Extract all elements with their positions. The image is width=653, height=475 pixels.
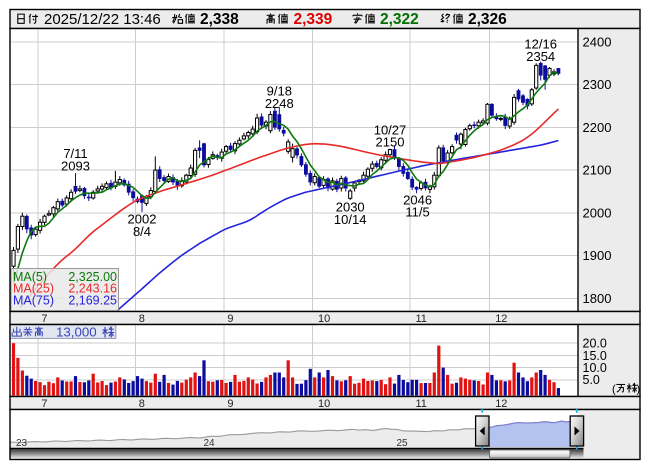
svg-text:2030: 2030 — [336, 200, 365, 215]
svg-text:MA(75): MA(75) — [13, 293, 54, 307]
svg-text:2100: 2100 — [583, 163, 612, 178]
svg-text:9/18: 9/18 — [267, 84, 292, 99]
svg-text:2,326: 2,326 — [468, 11, 507, 28]
svg-text:10/14: 10/14 — [334, 212, 367, 227]
svg-text:8/4: 8/4 — [133, 224, 151, 239]
svg-text:7: 7 — [41, 398, 47, 410]
svg-text:15.0: 15.0 — [583, 349, 607, 363]
svg-text:2,169.25: 2,169.25 — [68, 293, 117, 307]
svg-text:12/16: 12/16 — [524, 37, 557, 52]
svg-text:2002: 2002 — [128, 212, 157, 227]
svg-text:2,338: 2,338 — [200, 11, 239, 28]
svg-text:): ) — [637, 384, 641, 396]
svg-text:20.0: 20.0 — [583, 337, 607, 351]
svg-text:2150: 2150 — [376, 135, 405, 150]
svg-text:24: 24 — [204, 438, 216, 449]
svg-text:25: 25 — [397, 438, 409, 449]
svg-text:2248: 2248 — [265, 96, 294, 111]
svg-text:23: 23 — [16, 438, 28, 449]
svg-text:2200: 2200 — [583, 120, 612, 135]
svg-text:2,339: 2,339 — [294, 11, 333, 28]
svg-text:2354: 2354 — [526, 49, 555, 64]
svg-text:2300: 2300 — [583, 77, 612, 92]
svg-text:11: 11 — [416, 313, 427, 325]
svg-text:10: 10 — [318, 398, 330, 410]
svg-text:13,000: 13,000 — [56, 325, 97, 340]
svg-text:2093: 2093 — [61, 158, 90, 173]
svg-text:2,243.16: 2,243.16 — [68, 282, 117, 296]
svg-text:2,325.00: 2,325.00 — [68, 270, 117, 284]
svg-text:(: ( — [612, 384, 616, 396]
svg-text:MA(25): MA(25) — [13, 282, 54, 296]
svg-text:10/27: 10/27 — [374, 122, 407, 137]
svg-text:7/11: 7/11 — [63, 146, 87, 161]
svg-text:10: 10 — [318, 313, 330, 325]
svg-text:8: 8 — [139, 398, 145, 410]
svg-text:11/5: 11/5 — [405, 205, 429, 220]
svg-text:2000: 2000 — [583, 205, 612, 220]
svg-text:MA(5): MA(5) — [13, 270, 47, 284]
svg-text:1800: 1800 — [583, 291, 612, 306]
svg-text:9: 9 — [227, 313, 233, 325]
svg-text:8: 8 — [139, 313, 145, 325]
svg-text:2,322: 2,322 — [380, 11, 419, 28]
svg-text:7: 7 — [41, 313, 47, 325]
svg-text:2025/12/22 13:46: 2025/12/22 13:46 — [44, 11, 161, 28]
svg-text:5.0: 5.0 — [583, 373, 600, 387]
svg-text:9: 9 — [227, 398, 233, 410]
svg-text:11: 11 — [416, 398, 427, 410]
svg-text:1900: 1900 — [583, 248, 612, 263]
svg-text:2046: 2046 — [403, 192, 432, 207]
svg-text:12: 12 — [495, 313, 507, 325]
svg-text:12: 12 — [495, 398, 507, 410]
svg-text:2400: 2400 — [583, 35, 612, 50]
svg-text:10.0: 10.0 — [583, 361, 607, 375]
